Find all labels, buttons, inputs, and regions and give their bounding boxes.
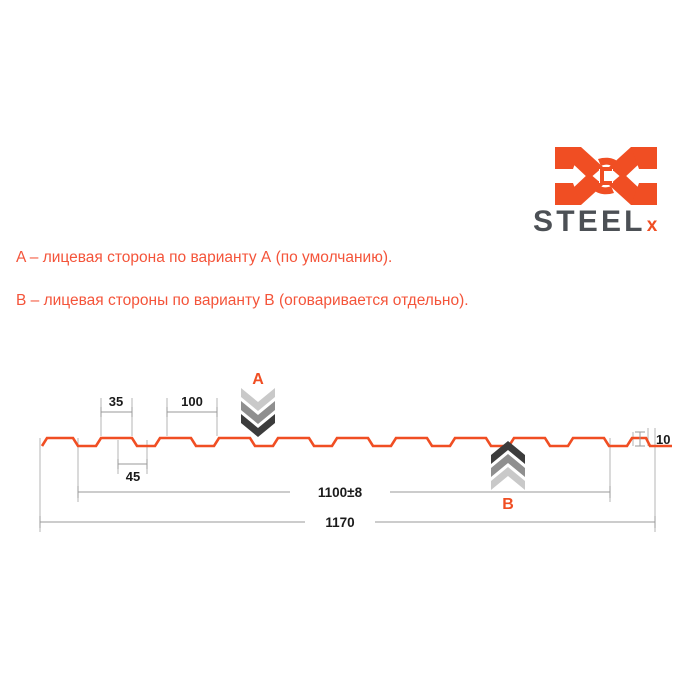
dimension-10-label: 10 (656, 432, 670, 447)
marker-a-chevrons-icon (241, 388, 275, 437)
dimension-10: 10 (635, 431, 670, 447)
dimension-overall-width: 1170 (39, 515, 656, 530)
marker-a: A (241, 371, 275, 437)
dimension-45: 45 (117, 459, 148, 484)
marker-b: B (491, 441, 525, 513)
brand-logo: STEEL x (533, 145, 685, 245)
marker-b-chevrons-icon (491, 441, 525, 490)
steelx-x-logo-icon (551, 145, 661, 207)
dimension-effective-width: 1100±8 (77, 485, 611, 500)
brand-wordmark: STEEL x (533, 207, 685, 241)
marker-a-label: A (252, 371, 264, 388)
dimension-45-label: 45 (126, 469, 140, 484)
dimension-1170-label: 1170 (325, 515, 354, 530)
dimension-100: 100 (166, 394, 218, 417)
profile-drawing: 35 45 100 10 (0, 350, 700, 550)
dimension-35: 35 (100, 394, 133, 417)
wordmark-text: STEEL (533, 205, 646, 238)
profile-outline (40, 436, 672, 448)
dimension-35-label: 35 (109, 394, 123, 409)
caption-variant-b: B – лицевая стороны по варианту B (огова… (16, 292, 469, 309)
marker-b-label: B (502, 496, 514, 513)
dimension-1100-label: 1100±8 (318, 485, 363, 500)
wordmark-suffix: x (646, 215, 658, 236)
dimension-100-label: 100 (181, 394, 203, 409)
caption-variant-a: A – лицевая сторона по варианту А (по ум… (16, 249, 393, 266)
